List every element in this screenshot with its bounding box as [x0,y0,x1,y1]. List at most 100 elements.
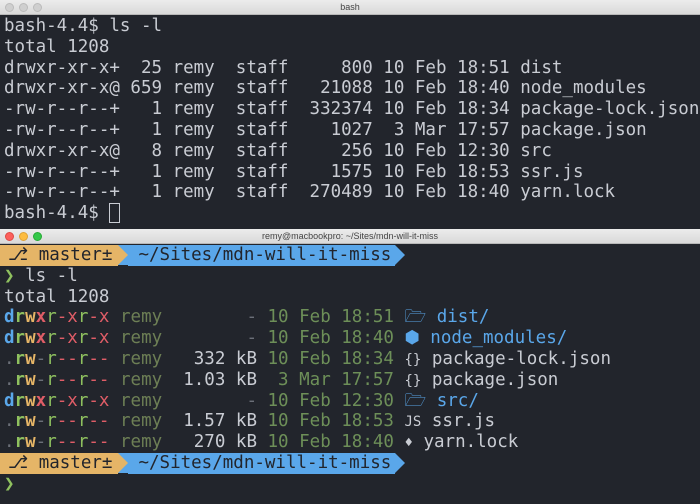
window1-title: bash [340,2,360,12]
file-name: yarn.lock [412,432,519,453]
perm-char: - [98,432,110,453]
listing-row[interactable]: drwxr-xr-x remy - 10 Feb 18:40 ⬢ node_mo… [4,328,700,349]
powerline-prompt: ⎇ master± ~/Sites/mdn-will-it-miss [0,245,700,266]
file-name: node_modules/ [419,328,568,349]
date: 10 Feb 18:51 [267,307,405,328]
file-name: ssr.js [421,411,496,432]
node-icon: ⬢ [404,328,420,349]
listing-row[interactable]: .rw-r--r-- remy 270 kB 10 Feb 18:40 ♦ ya… [4,432,700,453]
close-button[interactable] [5,3,14,12]
user: remy [109,307,173,328]
window2-title: remy@macbookpro: ~/Sites/mdn-will-it-mis… [262,231,438,241]
branch-name: master± [38,452,113,473]
total-line: total 1208 [4,286,110,307]
zoom-button[interactable] [33,232,42,241]
perm-char: - [88,307,99,328]
separator-arrow [118,453,129,474]
output-line: bash-4.4$ ls -l [4,16,163,36]
perm-char: - [98,369,110,390]
perm-char: w [25,307,36,328]
git-branch-icon: ⎇ [8,245,39,265]
gem-icon: ♦ [404,435,413,452]
minimize-button[interactable] [19,3,28,12]
close-button[interactable] [5,232,14,241]
window2-titlebar[interactable]: remy@macbookpro: ~/Sites/mdn-will-it-mis… [0,229,700,244]
date: 10 Feb 18:40 [267,432,405,453]
perm-char: - [88,411,99,432]
listing-row[interactable]: .rw-r--r-- remy 1.03 kB 3 Mar 17:57 {} p… [4,370,700,391]
listing-row: -rw-r--r--+ 1 remy staff 1027 3 Mar 17:5… [4,119,647,140]
perm-char: - [88,328,99,349]
prompt-line: bash-4.4$ [4,203,700,224]
perm-char: r [77,390,89,411]
user: remy [109,432,173,453]
separator-arrow [395,453,406,474]
terminal-1[interactable]: bash-4.4$ ls -l total 1208 drwxr-xr-x+ 25 … [0,16,700,229]
perm-char: x [67,328,78,349]
prompt-chevron-icon: ❯ [4,473,15,494]
perm-char: r [14,348,26,369]
zoom-button[interactable] [33,3,42,12]
listing-row: drwxr-xr-x@ 8 remy staff 256 10 Feb 12:3… [4,140,552,161]
perm-char: r [46,432,57,453]
perm-char: r [46,411,57,432]
size: - [172,328,268,349]
perm-char: x [98,390,110,411]
size: - [172,390,268,411]
perm-char: r [14,307,26,328]
listing-row: drwxr-xr-x+ 25 remy staff 800 10 Feb 18:… [4,57,563,78]
perm-char: r [77,411,89,432]
perm-char: - [88,369,99,390]
listing-row: -rw-r--r--+ 1 remy staff 1575 10 Feb 18:… [4,161,584,182]
user: remy [109,369,173,390]
listing-row[interactable]: .rw-r--r-- remy 1.57 kB 10 Feb 18:53 JS … [4,411,700,432]
powerline-prompt: ⎇ master± ~/Sites/mdn-will-it-miss [0,452,700,474]
listing-row[interactable]: drwxr-xr-x remy - 10 Feb 18:51 🗁 dist/ [4,307,700,328]
perm-char: - [35,411,47,432]
file-name: package-lock.json [421,348,611,369]
perm-char: x [67,390,78,411]
file-name: dist/ [426,307,490,328]
listing-row[interactable]: .rw-r--r-- remy 332 kB 10 Feb 18:34 {} p… [4,349,700,370]
size: 1.57 kB [172,411,268,432]
user: remy [109,328,173,349]
size: 270 kB [172,432,268,453]
size: 1.03 kB [172,369,268,390]
perm-char: - [67,411,78,432]
perm-char: - [88,348,99,369]
window1-titlebar[interactable]: bash [0,0,700,15]
size: - [172,307,268,328]
perm-char: - [56,348,68,369]
listing-row: drwxr-xr-x@ 659 remy staff 21088 10 Feb … [4,78,647,99]
prompt-line: ❯ [4,474,700,495]
perm-char: r [46,328,57,349]
perm-char: r [14,432,26,453]
user: remy [109,411,173,432]
perm-char: . [4,432,15,453]
user: remy [109,390,173,411]
permissions: drwxr-xr-x [4,391,109,411]
perm-char: x [35,307,47,328]
perm-char: - [56,328,68,349]
command: ls -l [25,265,78,286]
permissions: drwxr-xr-x [4,307,109,327]
perm-char: x [35,328,47,349]
file-name: src/ [426,390,479,411]
branch-name: master± [38,245,113,265]
prompt: bash-4.4$ [4,203,110,224]
git-branch-icon: ⎇ [8,452,39,473]
perm-char: d [4,307,15,328]
perm-char: - [67,432,78,453]
terminal-2[interactable]: ⎇ master± ~/Sites/mdn-will-it-miss ❯ ls -l… [0,245,700,504]
minimize-button[interactable] [19,232,28,241]
perm-char: r [14,390,26,411]
perm-char: - [35,432,47,453]
perm-char: - [56,390,68,411]
perm-char: w [25,411,36,432]
perm-char: x [98,328,110,349]
perm-char: w [25,328,36,349]
listing-row[interactable]: drwxr-xr-x remy - 10 Feb 12:30 🗁 src/ [4,391,700,412]
perm-char: - [56,432,68,453]
perm-char: - [35,369,47,390]
date: 10 Feb 12:30 [267,390,405,411]
